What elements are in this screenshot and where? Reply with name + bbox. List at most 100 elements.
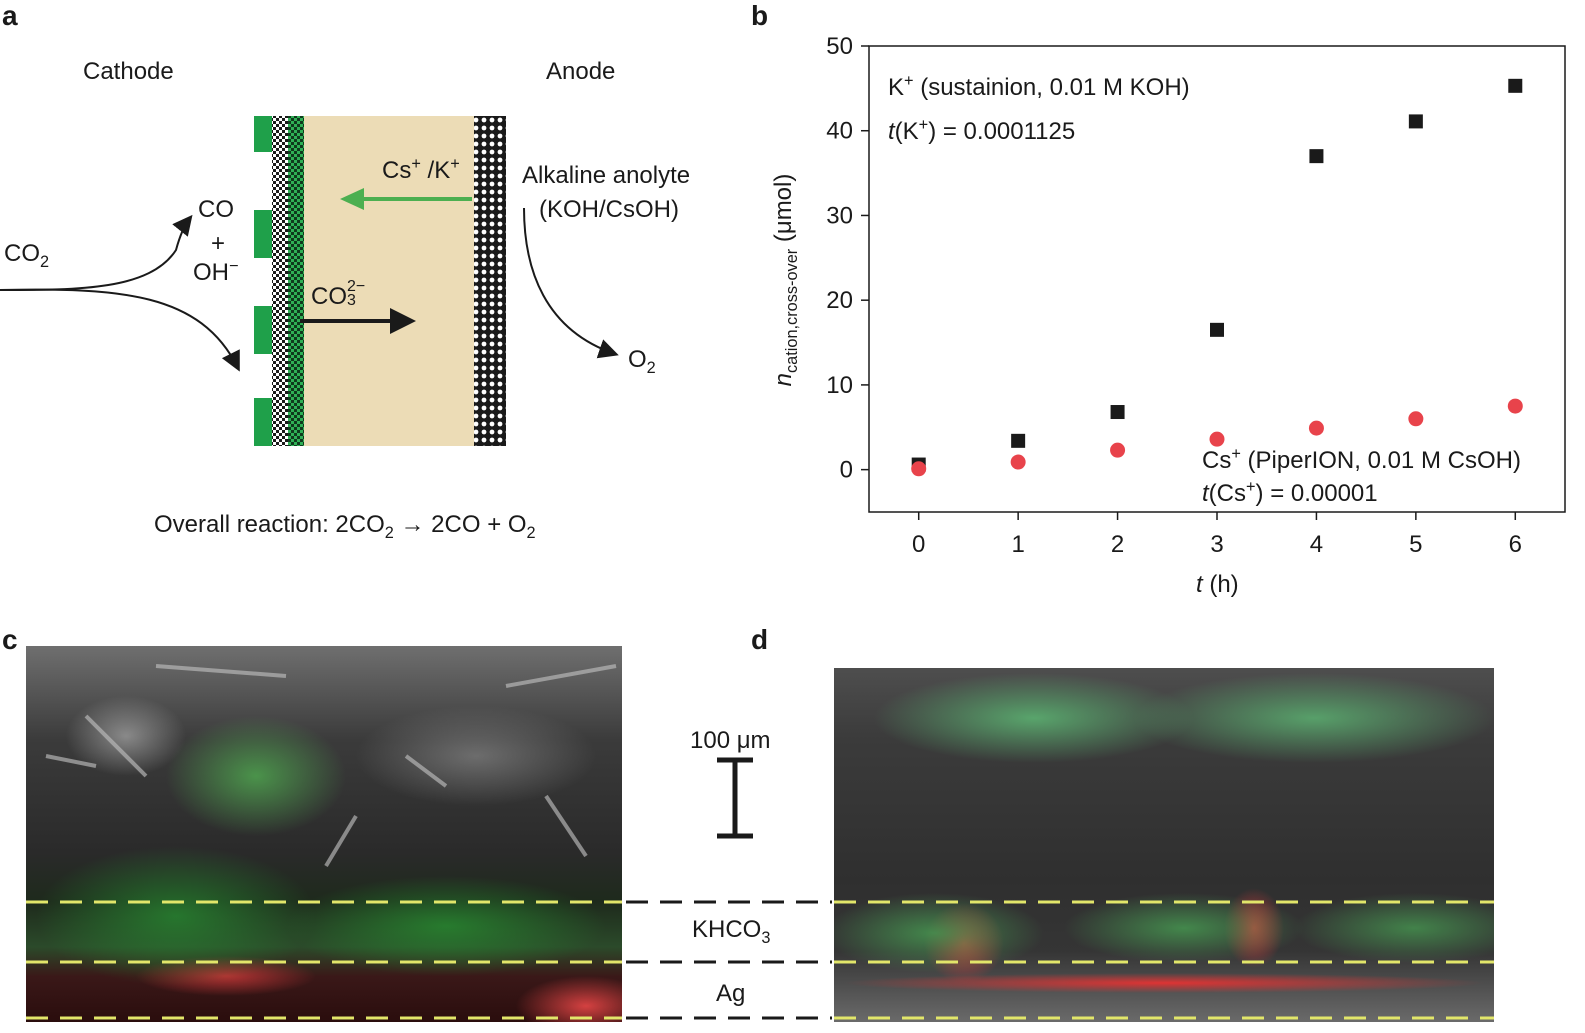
x-tick-label: 1 xyxy=(1011,531,1024,558)
k-transference-label: t(K+) = 0.0001125 xyxy=(888,116,1076,146)
cs-t-sup: + xyxy=(1246,478,1256,496)
y-axis-n: n xyxy=(770,373,797,387)
overall-reaction: Overall reaction: 2CO2 → 2CO + O2 xyxy=(154,511,536,542)
scale-bar-label: 100 μm xyxy=(690,727,771,754)
khco3-label: KHCO3 xyxy=(692,916,771,947)
cs-series-label: Cs+ (PiperION, 0.01 M CsOH) xyxy=(1202,445,1521,475)
x-axis-unit: (h) xyxy=(1202,571,1239,598)
overall-prefix: Overall reaction: 2CO xyxy=(154,511,385,538)
x-tick-label: 4 xyxy=(1310,531,1323,558)
o2-label: O2 xyxy=(628,346,656,376)
cation-k-sup: + xyxy=(450,155,460,173)
co2-in-text: CO xyxy=(4,240,40,267)
cs-data-point xyxy=(1110,442,1126,458)
x-tick-label: 5 xyxy=(1409,531,1422,558)
k-series-label: K+ (sustainion, 0.01 M KOH) xyxy=(888,72,1190,102)
cs-data-point xyxy=(1010,454,1026,470)
carbonate-sub: 3 xyxy=(347,291,356,309)
k-t-suffix: ) = 0.0001125 xyxy=(928,118,1076,145)
crossover-scatter-chart: 0 10 20 30 40 50 0 1 2 3 4 5 6 xyxy=(826,33,1566,558)
k-t-prefix: t xyxy=(888,118,895,145)
ag-label: Ag xyxy=(716,980,746,1007)
cathode-label: Cathode xyxy=(83,58,174,85)
catalyst-layer xyxy=(288,116,304,446)
k-data-point xyxy=(1408,114,1423,129)
panel-d-letter: d xyxy=(751,624,769,655)
cs-t-prefix: t xyxy=(1202,480,1209,507)
anolyte-label-line1: Alkaline anolyte xyxy=(522,162,691,189)
co-label: CO xyxy=(198,196,234,223)
y-axis-unit: (μmol) xyxy=(770,173,797,249)
overall-sub2: 2 xyxy=(526,523,536,542)
anolyte-label-line2: (KOH/CsOH) xyxy=(539,196,679,223)
panel-b-letter: b xyxy=(751,0,769,31)
carbonate-arrowhead xyxy=(390,308,416,334)
k-t-sup: + xyxy=(918,116,929,134)
k-data-point xyxy=(1110,405,1125,420)
x-tick-label: 6 xyxy=(1509,531,1522,558)
y-axis-sub: cation,cross-over xyxy=(782,248,801,373)
panel-c-letter: c xyxy=(2,624,18,655)
cs-data-point xyxy=(1408,411,1424,427)
anode-layer xyxy=(474,116,506,446)
micrograph-c xyxy=(26,646,622,1022)
cs-t-mid: (Cs xyxy=(1208,480,1246,507)
k-label-prefix: K xyxy=(888,74,905,101)
k-t-mid: (K xyxy=(894,118,919,145)
overall-mid: → 2CO + O xyxy=(393,511,527,538)
oh-sup: − xyxy=(229,257,239,275)
overall-sub1: 2 xyxy=(384,523,394,542)
y-tick-label: 50 xyxy=(826,33,853,60)
cation-cs-sup: + xyxy=(411,155,421,173)
cell-schematic xyxy=(0,116,619,446)
cs-label-suffix: (PiperION, 0.01 M CsOH) xyxy=(1240,447,1521,474)
oh-label: OH− xyxy=(193,257,239,287)
anode-label: Anode xyxy=(546,58,616,85)
cs-label-prefix: Cs xyxy=(1202,447,1232,474)
y-axis-label: ncation,cross-over (μmol) xyxy=(770,173,801,387)
membrane xyxy=(304,116,474,446)
k-data-point xyxy=(1011,433,1026,448)
y-tick-label: 30 xyxy=(826,202,853,229)
y-tick-label: 10 xyxy=(826,372,853,399)
x-tick-label: 3 xyxy=(1210,531,1223,558)
flow-field-tab xyxy=(254,306,272,354)
k-data-point xyxy=(1508,78,1523,93)
cs-data-point xyxy=(1507,398,1523,414)
cation-arrowhead xyxy=(340,188,364,210)
y-tick-label: 40 xyxy=(826,118,853,145)
cation-label: Cs+ /K+ xyxy=(382,155,460,185)
y-tick-label: 0 xyxy=(840,457,853,484)
micrograph-c-fibers xyxy=(45,664,617,868)
cs-data-point xyxy=(1209,431,1225,447)
cation-cs-text: Cs xyxy=(382,157,412,184)
k-label-sup: + xyxy=(904,72,914,90)
o2-text: O xyxy=(628,346,647,373)
x-tick-label: 2 xyxy=(1111,531,1124,558)
panel-a-letter: a xyxy=(2,0,18,31)
x-axis-t: t xyxy=(1196,571,1203,598)
cs-data-point xyxy=(1308,420,1324,436)
y-tick-label: 20 xyxy=(826,287,853,314)
carbonate-sup: 2− xyxy=(347,277,366,295)
carbonate-charge: 2− 3 xyxy=(347,277,366,309)
x-axis-label: t (h) xyxy=(1196,571,1239,599)
co2-in-sub: 2 xyxy=(40,252,50,271)
cs-data-point xyxy=(911,461,927,477)
k-data-point xyxy=(1309,149,1324,164)
co2-feed-line xyxy=(0,288,240,372)
carbonate-text: CO xyxy=(311,283,347,310)
cs-transference-label: t(Cs+) = 0.00001 xyxy=(1202,478,1378,508)
x-tick-label: 0 xyxy=(912,531,925,558)
layer-boundary-lines xyxy=(26,900,1494,1020)
cs-label-sup: + xyxy=(1231,445,1241,463)
k-label-suffix: (sustainion, 0.01 M KOH) xyxy=(913,74,1190,101)
khco3-sub: 3 xyxy=(761,928,771,947)
scale-bar xyxy=(717,757,753,839)
plus-label: + xyxy=(211,230,226,257)
flow-field-tab xyxy=(254,398,272,446)
khco3-text: KHCO xyxy=(692,916,762,943)
k-data-point xyxy=(1210,322,1224,337)
co2-in-label: CO2 xyxy=(4,240,50,271)
cation-sep-text: /K xyxy=(420,157,451,184)
